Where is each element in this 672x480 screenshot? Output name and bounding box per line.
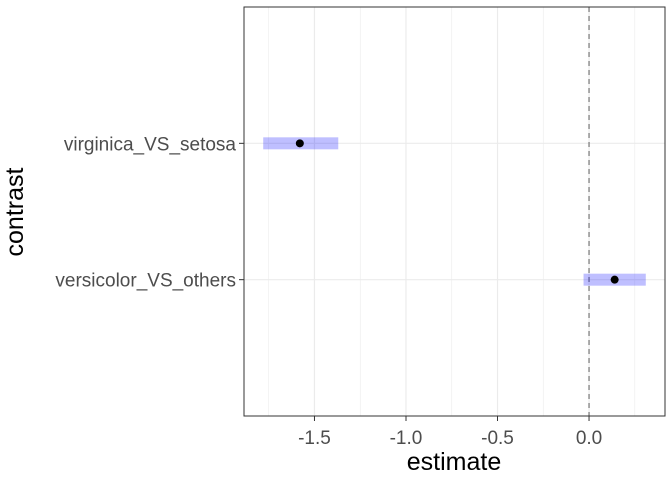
estimate-point [295, 139, 304, 148]
major-gridlines [244, 7, 665, 416]
x-tick-label: 0.0 [576, 428, 602, 449]
x-axis-title: estimate [407, 448, 501, 476]
minor-gridlines [268, 7, 636, 416]
estimate-points [295, 139, 619, 284]
y-tick-label: versicolor_VS_others [55, 271, 236, 292]
y-axis-ticks: virginica_VS_setosa versicolor_VS_others [55, 134, 244, 292]
x-tick-label: -1.5 [298, 428, 331, 449]
y-axis-title: contrast [1, 167, 29, 256]
y-tick-label: virginica_VS_setosa [64, 134, 237, 155]
x-tick-label: -0.5 [481, 428, 514, 449]
x-tick-label: -1.0 [390, 428, 423, 449]
x-axis-ticks: -1.5 -1.0 -0.5 0.0 [298, 416, 602, 449]
estimate-point [610, 275, 619, 284]
panel-border [243, 6, 666, 417]
